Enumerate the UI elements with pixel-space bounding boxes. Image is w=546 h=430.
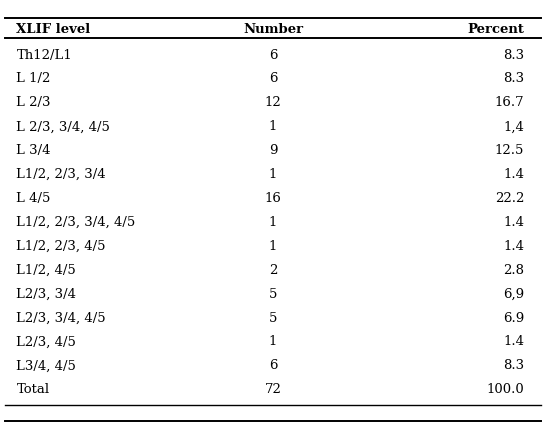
Text: 6.9: 6.9 <box>503 311 524 324</box>
Text: L1/2, 4/5: L1/2, 4/5 <box>16 263 76 276</box>
Text: L2/3, 3/4: L2/3, 3/4 <box>16 287 76 300</box>
Text: 1: 1 <box>269 120 277 133</box>
Text: 1: 1 <box>269 335 277 347</box>
Text: 1: 1 <box>269 215 277 228</box>
Text: 1: 1 <box>269 239 277 252</box>
Text: L 2/3, 3/4, 4/5: L 2/3, 3/4, 4/5 <box>16 120 110 133</box>
Text: L 2/3: L 2/3 <box>16 96 51 109</box>
Text: L1/2, 2/3, 3/4: L1/2, 2/3, 3/4 <box>16 168 106 181</box>
Text: L2/3, 3/4, 4/5: L2/3, 3/4, 4/5 <box>16 311 106 324</box>
Text: 2.8: 2.8 <box>503 263 524 276</box>
Text: 5: 5 <box>269 311 277 324</box>
Text: 8.3: 8.3 <box>503 359 524 372</box>
Text: 12.5: 12.5 <box>495 144 524 157</box>
Text: Percent: Percent <box>467 22 524 36</box>
Text: L3/4, 4/5: L3/4, 4/5 <box>16 359 76 372</box>
Text: 8.3: 8.3 <box>503 49 524 61</box>
Text: 2: 2 <box>269 263 277 276</box>
Text: Th12/L1: Th12/L1 <box>16 49 72 61</box>
Text: L 4/5: L 4/5 <box>16 191 51 205</box>
Text: 6: 6 <box>269 359 277 372</box>
Text: 1: 1 <box>269 168 277 181</box>
Text: 16.7: 16.7 <box>495 96 524 109</box>
Text: 6: 6 <box>269 49 277 61</box>
Text: 1.4: 1.4 <box>503 239 524 252</box>
Text: 22.2: 22.2 <box>495 191 524 205</box>
Text: 1,4: 1,4 <box>503 120 524 133</box>
Text: Number: Number <box>243 22 303 36</box>
Text: L1/2, 2/3, 3/4, 4/5: L1/2, 2/3, 3/4, 4/5 <box>16 215 135 228</box>
Text: 9: 9 <box>269 144 277 157</box>
Text: L 3/4: L 3/4 <box>16 144 51 157</box>
Text: 1.4: 1.4 <box>503 335 524 347</box>
Text: 6: 6 <box>269 72 277 85</box>
Text: L 1/2: L 1/2 <box>16 72 51 85</box>
Text: L1/2, 2/3, 4/5: L1/2, 2/3, 4/5 <box>16 239 106 252</box>
Text: 100.0: 100.0 <box>486 382 524 395</box>
Text: 8.3: 8.3 <box>503 72 524 85</box>
Text: 16: 16 <box>265 191 281 205</box>
Text: 1.4: 1.4 <box>503 215 524 228</box>
Text: 72: 72 <box>265 382 281 395</box>
Text: 12: 12 <box>265 96 281 109</box>
Text: 5: 5 <box>269 287 277 300</box>
Text: 1.4: 1.4 <box>503 168 524 181</box>
Text: XLIF level: XLIF level <box>16 22 91 36</box>
Text: Total: Total <box>16 382 50 395</box>
Text: L2/3, 4/5: L2/3, 4/5 <box>16 335 76 347</box>
Text: 6,9: 6,9 <box>503 287 524 300</box>
